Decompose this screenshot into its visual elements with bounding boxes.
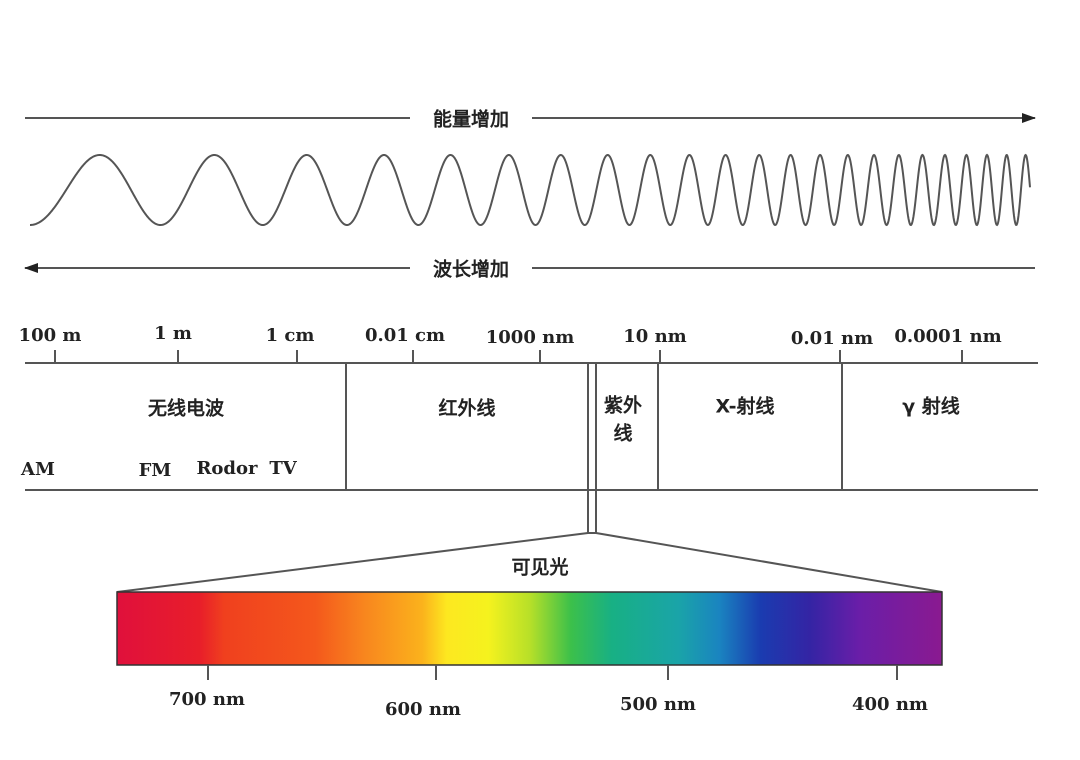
visible-tick-label: 700 nm bbox=[169, 689, 245, 710]
label-bg bbox=[410, 104, 532, 132]
scale-label: 0.01 cm bbox=[365, 325, 445, 346]
label-bg bbox=[410, 254, 532, 282]
band-label: 红外线 bbox=[438, 397, 495, 420]
scale-label: 10 nm bbox=[623, 326, 686, 347]
radio-sub-label: TV bbox=[269, 458, 297, 479]
scale-label: 1000 nm bbox=[486, 327, 575, 348]
visible-label: 可见光 bbox=[511, 556, 568, 579]
scale-ticks bbox=[54, 350, 963, 363]
wave bbox=[29, 153, 1031, 227]
band-label: 紫外 bbox=[604, 394, 642, 417]
scale-label: 1 m bbox=[154, 323, 192, 344]
radio-sub-label: AM bbox=[20, 459, 55, 480]
visible-spectrum bbox=[116, 591, 943, 666]
scale-label: 100 m bbox=[19, 325, 82, 346]
scale-label: 1 cm bbox=[266, 325, 315, 346]
visible-tick-label: 400 nm bbox=[852, 694, 928, 715]
visible-tick-label: 600 nm bbox=[385, 699, 461, 720]
band-label: X-射线 bbox=[716, 395, 775, 418]
band-label: 无线电波 bbox=[148, 397, 225, 420]
visible-tick-label: 500 nm bbox=[620, 694, 696, 715]
radio-sub-label: FM bbox=[139, 460, 172, 481]
scale-label: 0.0001 nm bbox=[894, 326, 1001, 347]
radio-sub-label: Rodor bbox=[196, 458, 258, 479]
zoom-line bbox=[595, 532, 943, 593]
band-label: γ 射线 bbox=[902, 395, 960, 418]
zoom-line bbox=[116, 532, 589, 593]
band-label: 线 bbox=[613, 422, 632, 445]
energy-label: 能量增加 bbox=[433, 108, 509, 131]
wavelength-label: 波长增加 bbox=[433, 258, 509, 281]
scale-label: 0.01 nm bbox=[791, 328, 873, 349]
